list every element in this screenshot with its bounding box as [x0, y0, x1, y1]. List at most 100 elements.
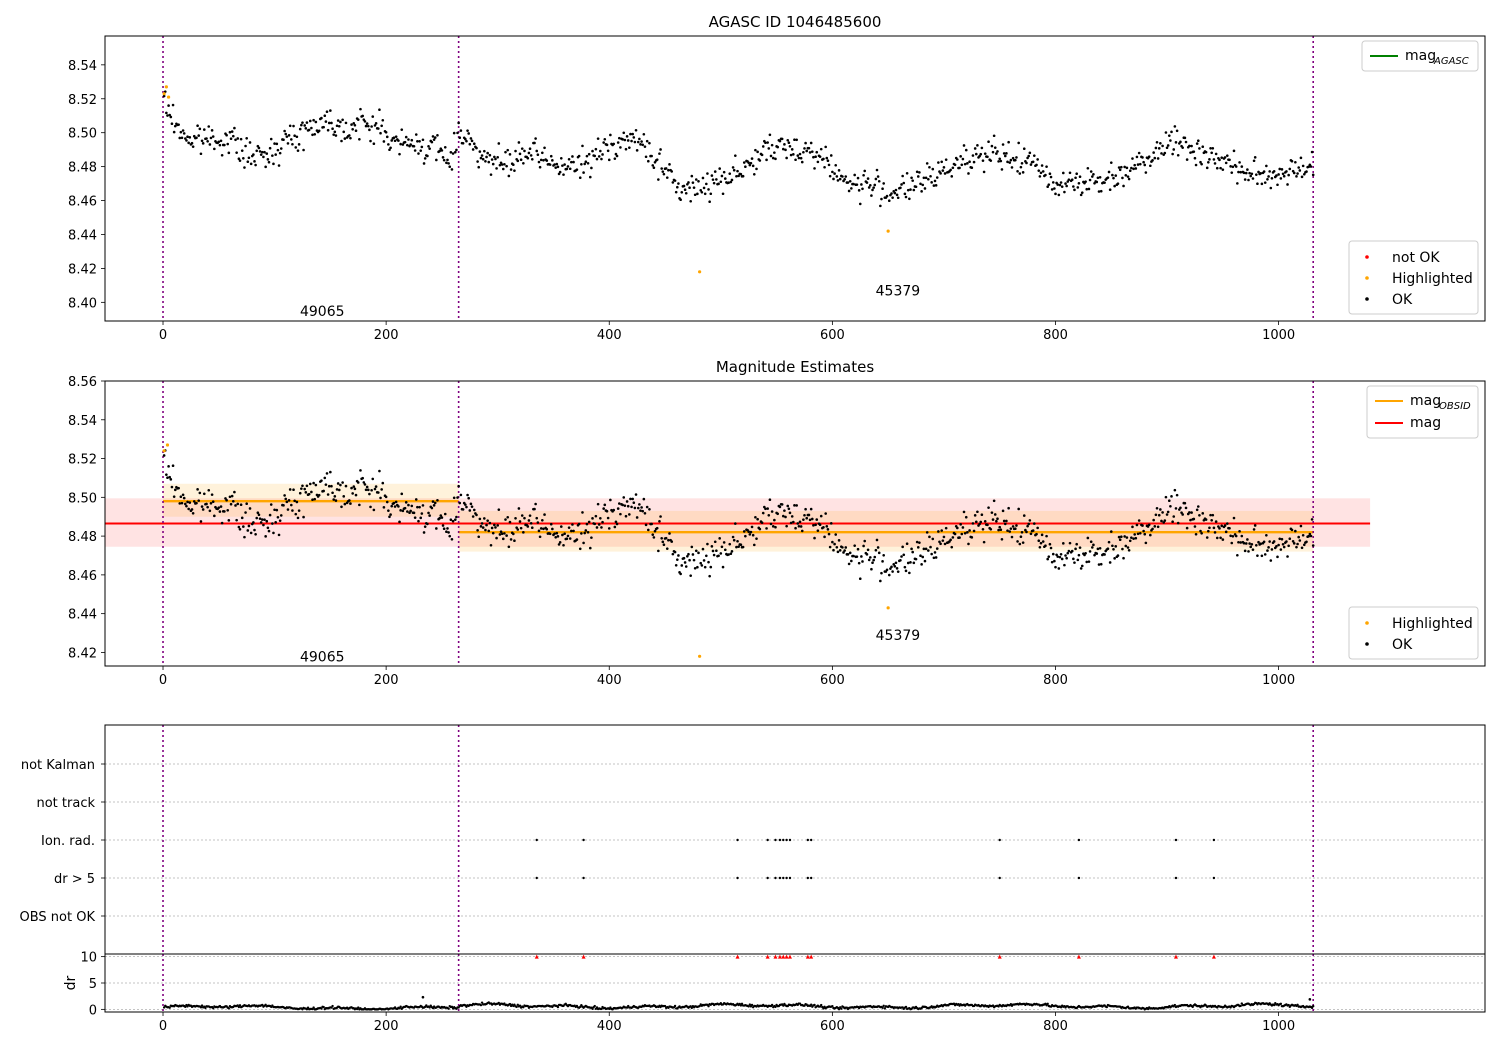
- mag-estimates-ok-point: [495, 536, 498, 540]
- agasc-ok-point: [486, 151, 489, 155]
- mag-estimates-ok-point: [904, 569, 908, 573]
- agasc-ok-point: [1259, 171, 1263, 175]
- mag-estimates-ok-point: [341, 481, 344, 484]
- mag-estimates-ok-point: [751, 533, 755, 537]
- flags-row-label: OBS not OK: [20, 910, 96, 925]
- agasc-ok-point: [1288, 167, 1292, 171]
- mag-estimates-ok-point: [1096, 547, 1100, 551]
- agasc-ok-point: [1247, 178, 1250, 182]
- agasc-ok-point: [1223, 156, 1227, 159]
- mag-estimates-ok-point: [542, 527, 545, 531]
- agasc-ok-point: [787, 141, 791, 145]
- flag-point: [782, 838, 785, 842]
- mag-estimates-ok-point: [226, 509, 230, 512]
- agasc-ok-point: [262, 155, 265, 159]
- mag-estimates-ok-point: [1036, 526, 1039, 530]
- mag-estimates-ok-point: [826, 528, 830, 531]
- mag-estimates-ok-point: [838, 549, 842, 552]
- agasc-ok-point: [793, 138, 796, 141]
- mag-estimates-ok-point: [1252, 528, 1256, 531]
- agasc-ok-point: [904, 195, 908, 199]
- mag-estimates-ok-point: [417, 519, 420, 523]
- agasc-ok-point: [850, 187, 853, 190]
- dr-point: [770, 1003, 774, 1007]
- mag-estimates-ok-point: [422, 531, 426, 534]
- agasc-ok-point: [689, 199, 692, 203]
- agasc-ok-point: [339, 120, 342, 124]
- mag-estimates-ok-point: [790, 515, 794, 518]
- agasc-ok-point: [835, 175, 839, 178]
- mag-estimates-ok-point: [493, 523, 496, 527]
- agasc-ok-point: [668, 163, 671, 166]
- agasc-ok-point: [836, 179, 840, 182]
- agasc-obsid-label: 45379: [876, 283, 921, 299]
- agasc-ok-point: [233, 126, 236, 130]
- agasc-ok-point: [562, 173, 565, 176]
- flag-point: [809, 876, 813, 880]
- mag-estimates-ok-point: [1076, 558, 1080, 562]
- mag-estimates-ok-point: [356, 481, 360, 484]
- mag-estimates-ok-point: [294, 512, 298, 516]
- mag-estimates-ok-point: [835, 545, 839, 549]
- agasc-ok-point: [1160, 152, 1163, 155]
- dr-clipped-marker: [784, 954, 789, 959]
- agasc-ok-point: [527, 151, 531, 155]
- agasc-ok-point: [496, 155, 499, 159]
- mag-estimates-ok-point: [1204, 518, 1208, 521]
- mag-estimates-ok-point: [1172, 515, 1176, 518]
- agasc-ok-point: [186, 135, 189, 138]
- agasc-ok-point: [829, 154, 833, 157]
- mag-estimates-ok-point: [457, 484, 460, 488]
- dr-point: [593, 1004, 596, 1008]
- dr-point: [840, 1007, 843, 1010]
- agasc-ok-point: [1201, 145, 1205, 148]
- mag-estimates-ok-point: [295, 500, 299, 504]
- agasc-ok-point: [1057, 193, 1061, 197]
- mag-estimates-ok-point: [607, 527, 611, 530]
- agasc-ok-point: [824, 145, 827, 149]
- mag-estimates-ok-point: [689, 574, 692, 577]
- mag-estimates-ok-point: [207, 488, 211, 492]
- agasc-ok-point: [887, 199, 891, 203]
- mag-estimates-ok-point: [841, 546, 844, 549]
- mag-estimates-ok-point: [983, 519, 987, 523]
- mag-estimates-ok-point: [602, 507, 605, 510]
- mag-estimates-ok-point: [896, 570, 900, 573]
- mag-estimates-ok-point: [1017, 507, 1020, 511]
- mag-estimates-ok-point: [956, 526, 959, 530]
- agasc-ok-point: [407, 138, 410, 141]
- mag-estimates-ok-point: [296, 516, 300, 520]
- agasc-ok-point: [372, 142, 376, 146]
- agasc-ok-point: [277, 164, 281, 167]
- mag-estimates-ok-point: [500, 532, 504, 536]
- mag-estimates-ok-point: [655, 526, 659, 530]
- agasc-ok-point: [786, 138, 790, 142]
- mag-estimates-ok-point: [449, 518, 453, 521]
- agasc-ok-point: [583, 162, 587, 166]
- mag-estimates-ok-point: [288, 488, 292, 491]
- agasc-ok-point: [1074, 176, 1077, 180]
- mag-estimates-ok-point: [833, 542, 836, 546]
- agasc-ok-point: [960, 163, 964, 167]
- flag-point: [535, 876, 538, 880]
- mag-estimates-ok-point: [899, 558, 902, 562]
- dr-point: [184, 1005, 187, 1009]
- mag-estimates-ok-point: [600, 526, 603, 529]
- agasc-ok-point: [693, 193, 697, 197]
- mag-estimates-ok-point: [1032, 522, 1036, 525]
- mag-estimates-ok-point: [305, 484, 309, 488]
- agasc-ok-point: [516, 159, 520, 163]
- agasc-ok-point: [366, 124, 370, 128]
- dr-clipped-marker: [1211, 954, 1216, 959]
- mag-estimates-ok-point: [1166, 510, 1170, 514]
- agasc-ok-point: [601, 153, 604, 156]
- mag-estimates-ok-point: [842, 551, 845, 554]
- mag-estimates-ok-point: [1240, 534, 1244, 538]
- agasc-highlighted-point: [886, 229, 890, 233]
- agasc-ok-point: [873, 183, 877, 187]
- agasc-ok-point: [475, 146, 478, 150]
- mag-estimates-ok-point: [999, 528, 1003, 532]
- mag-estimates-ok-point: [792, 520, 795, 524]
- mag-estimates-ok-point: [447, 531, 450, 534]
